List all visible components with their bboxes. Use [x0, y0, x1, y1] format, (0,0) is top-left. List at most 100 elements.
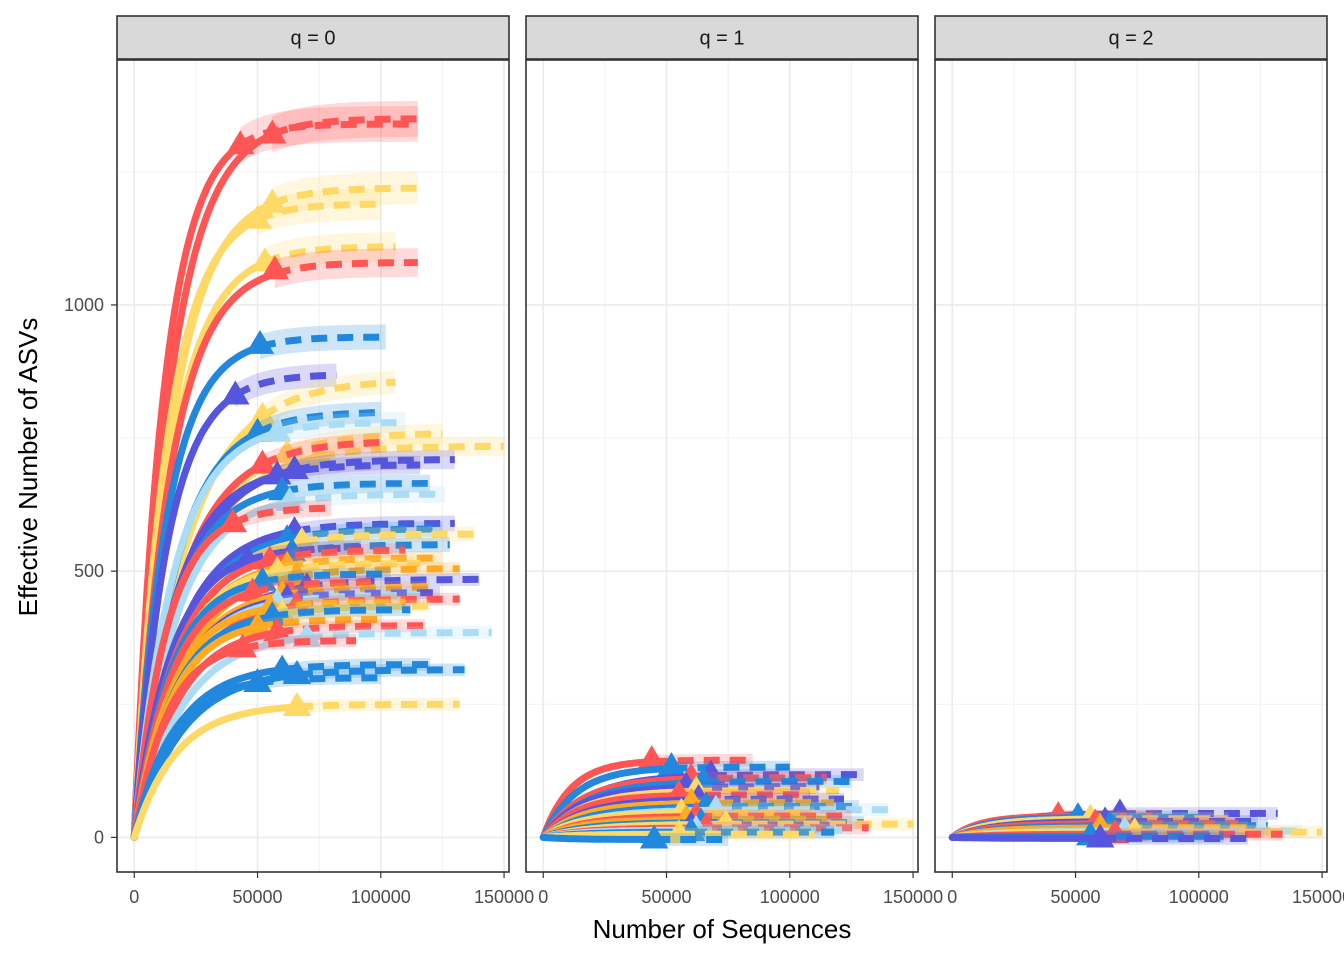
extrapolated-line [651, 756, 753, 766]
observed-point [263, 460, 292, 485]
x-tick-label: 150000 [883, 887, 943, 907]
panel-3: q = 2 0 50000 100000 150000 [934, 15, 1344, 907]
panel-background [935, 60, 1327, 872]
extrapolated-line [255, 409, 381, 436]
extrapolated-line [276, 461, 421, 479]
x-tick-label: 100000 [1169, 887, 1229, 907]
extrapolated-line [695, 787, 840, 795]
data-layer [948, 798, 1323, 848]
extrapolated-line [296, 700, 460, 711]
y-tick-label: 0 [94, 827, 104, 847]
confidence-band [257, 401, 381, 444]
extrapolated-line [691, 774, 827, 783]
x-tick-label: 100000 [760, 887, 820, 907]
confidence-band [272, 100, 418, 153]
sample-curve [948, 823, 1249, 848]
extrapolated-line [276, 591, 421, 607]
observed-point [263, 617, 292, 642]
confidence-band [1100, 832, 1249, 845]
extrapolated-line [260, 439, 381, 468]
observed-point [243, 667, 272, 692]
x-tick-label: 100000 [351, 887, 411, 907]
extrapolated-line [263, 243, 396, 266]
extrapolated-line [271, 606, 411, 620]
data-layer [539, 745, 914, 849]
x-tick-label: 0 [129, 887, 139, 907]
facet-strip [934, 15, 1328, 60]
confidence-band [274, 248, 418, 289]
extrapolated-line [276, 559, 421, 575]
x-axis-title: Number of Sequences [593, 914, 852, 944]
extrapolated-line [261, 570, 391, 586]
x-tick-label: 50000 [641, 887, 691, 907]
confidence-band [264, 232, 396, 278]
extrapolated-line [318, 442, 505, 461]
interpolated-line [130, 703, 301, 841]
x-tick-label: 0 [538, 887, 548, 907]
extrapolated-line [293, 519, 455, 535]
facet-strip [116, 15, 510, 60]
confidence-band [232, 499, 332, 532]
observed-point [238, 577, 267, 602]
observed-point [218, 508, 248, 533]
sample-curve [130, 691, 460, 841]
observed-point [639, 824, 669, 849]
sample-curve [539, 824, 729, 849]
extrapolated-line [301, 530, 475, 546]
extrapolated-line [269, 546, 406, 564]
observed-point [245, 329, 275, 354]
extrapolated-line [231, 504, 332, 527]
observed-point [258, 188, 287, 213]
confidence-band [269, 543, 406, 568]
extrapolated-line [269, 598, 406, 612]
extrapolated-line [241, 637, 357, 652]
observed-point [243, 612, 272, 637]
data-layer [130, 100, 505, 841]
extrapolated-line [691, 799, 835, 807]
observed-point [248, 449, 277, 474]
extrapolated-line [681, 809, 815, 817]
extrapolated-line [286, 554, 443, 570]
extrapolated-line [671, 763, 790, 772]
facet-strip-label: q = 0 [290, 28, 335, 50]
x-tick-label: 150000 [1292, 887, 1344, 907]
extrapolated-line [233, 371, 337, 399]
y-tick-label: 500 [74, 561, 104, 581]
confidence-band [257, 188, 381, 236]
observed-point [637, 745, 666, 770]
observed-point [282, 691, 312, 716]
panel-border [525, 59, 919, 873]
extrapolated-line [678, 791, 810, 800]
extrapolated-line [257, 674, 381, 687]
extrapolated-line [296, 666, 465, 679]
extrapolated-line [293, 456, 455, 474]
panel-border [116, 59, 510, 873]
sample-curve [539, 819, 815, 844]
panel-background [526, 60, 918, 872]
extrapolated-line [246, 544, 362, 564]
interpolated-line [539, 833, 658, 843]
confidence-band [260, 324, 386, 360]
extrapolated-line [289, 490, 445, 506]
extrapolated-line [306, 629, 492, 642]
observed-point [304, 441, 334, 466]
y-axis-title: Effective Number of ASVs [13, 318, 43, 617]
observed-point [275, 486, 304, 511]
extrapolated-line [286, 525, 443, 543]
extrapolated-line [686, 783, 820, 792]
confidence-band [294, 450, 455, 480]
y-tick-label: 1000 [64, 295, 104, 315]
extrapolated-line [291, 541, 450, 556]
observed-point [263, 556, 292, 581]
panel-1: q = 0 0 50000 100000 150000 [116, 15, 534, 907]
x-tick-label: 0 [947, 887, 957, 907]
facet-strip-label: q = 2 [1108, 28, 1153, 50]
confidence-band [272, 603, 411, 623]
observed-point [228, 633, 257, 658]
observed-point [657, 752, 686, 777]
facet-strip-label: q = 1 [699, 28, 744, 50]
panel-2: q = 1 0 50000 100000 150000 [525, 15, 943, 907]
extrapolated-line [273, 259, 418, 278]
extrapolated-line [256, 615, 381, 631]
